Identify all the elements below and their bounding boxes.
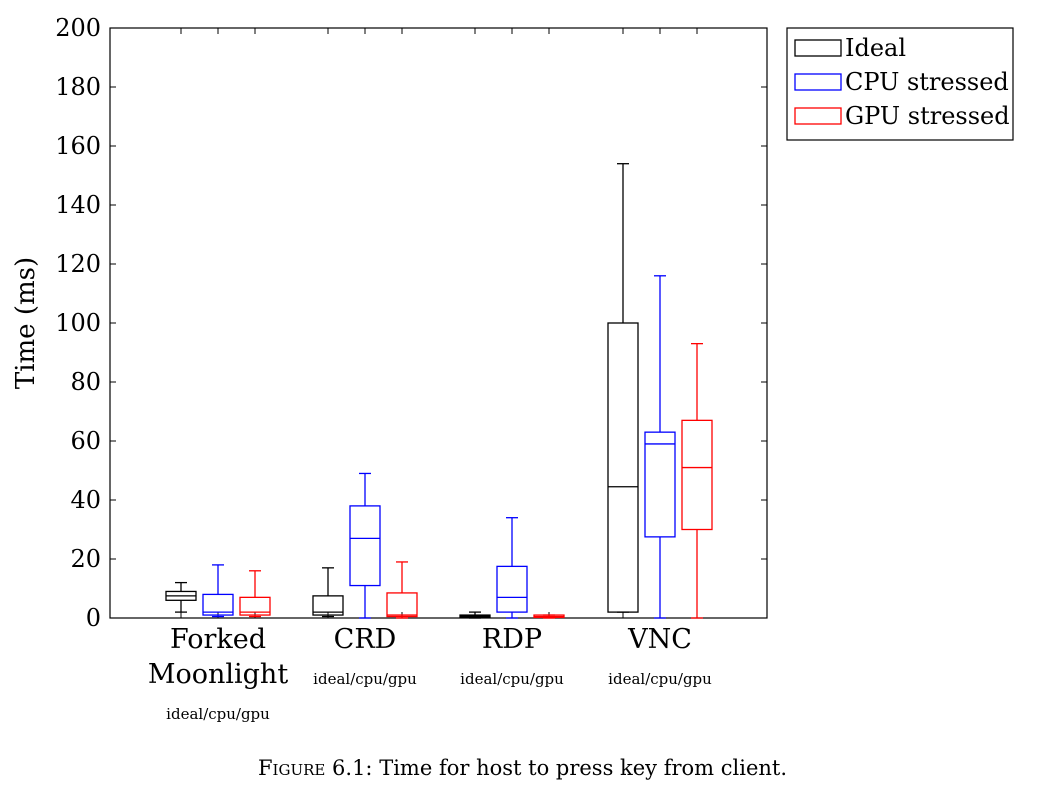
legend-frame: [786, 27, 1014, 141]
legend-swatch: [794, 39, 842, 57]
box-plot: [533, 614, 565, 619]
box-plot: [312, 567, 344, 618]
y-tick-label: 40: [70, 486, 101, 514]
x-category-label: Forked: [170, 624, 266, 655]
legend-swatch: [794, 73, 842, 91]
box-iqr: [202, 593, 234, 616]
legend-swatch: [794, 107, 842, 125]
y-axis: 0 20 40 60 80 100 120 140 160 180 200: [55, 14, 767, 632]
figure-caption-number: 6.1:: [332, 756, 373, 780]
box-plot: [239, 570, 271, 618]
box-plot: [386, 561, 418, 619]
box-iqr: [349, 505, 381, 587]
box-iqr: [312, 595, 344, 616]
box-groups: [165, 163, 713, 619]
box-plot: [202, 564, 234, 618]
y-tick-label: 60: [70, 427, 101, 455]
x-category-sublabel: ideal/cpu/gpu: [608, 670, 712, 688]
y-tick-label: 0: [86, 604, 101, 632]
box-iqr: [607, 322, 639, 613]
box-iqr: [496, 565, 528, 613]
box-plot: [607, 163, 639, 613]
legend-label: GPU stressed: [845, 102, 1010, 130]
box-plot: [349, 472, 381, 619]
y-tick-label: 80: [70, 368, 101, 396]
box-iqr: [239, 596, 271, 616]
y-tick-label: 120: [55, 250, 101, 278]
box-plot: [681, 342, 713, 619]
box-iqr: [386, 592, 418, 618]
x-axis: Forked Moonlight ideal/cpu/gpu CRD ideal/cpu…: [148, 28, 712, 723]
legend: Ideal CPU stressed GPU stressed: [786, 27, 1014, 141]
x-category-label: Moonlight: [148, 659, 288, 690]
y-tick-label: 200: [55, 14, 101, 42]
y-axis-label: Time (ms): [11, 257, 41, 389]
box-plot: [459, 611, 491, 619]
box-plot: [165, 581, 197, 613]
box-plot: [644, 275, 676, 619]
figure-caption: Figure 6.1: Time for host to press key f…: [0, 756, 1045, 780]
x-category-sublabel: ideal/cpu/gpu: [166, 705, 270, 723]
y-tick-label: 100: [55, 309, 101, 337]
box-plot-chart: 0 20 40 60 80 100 120 140 160 180 200 Forked Moonli…: [11, 14, 1014, 723]
plot-frame: [109, 27, 768, 619]
y-tick-label: 180: [55, 73, 101, 101]
y-tick-label: 160: [55, 132, 101, 160]
box-plot: [496, 517, 528, 619]
legend-label: Ideal: [845, 34, 906, 62]
figure-caption-text: Time for host to press key from client.: [379, 756, 788, 780]
box-iqr: [644, 431, 676, 538]
legend-label: CPU stressed: [845, 68, 1009, 96]
x-category-label: RDP: [482, 624, 542, 655]
x-category-label: CRD: [334, 624, 397, 655]
figure-caption-label: Figure: [257, 756, 326, 780]
x-category-sublabel: ideal/cpu/gpu: [313, 670, 417, 688]
box-iqr: [681, 419, 713, 531]
x-category-sublabel: ideal/cpu/gpu: [460, 670, 564, 688]
y-tick-label: 140: [55, 191, 101, 219]
x-category-label: VNC: [627, 624, 692, 655]
y-tick-label: 20: [70, 545, 101, 573]
